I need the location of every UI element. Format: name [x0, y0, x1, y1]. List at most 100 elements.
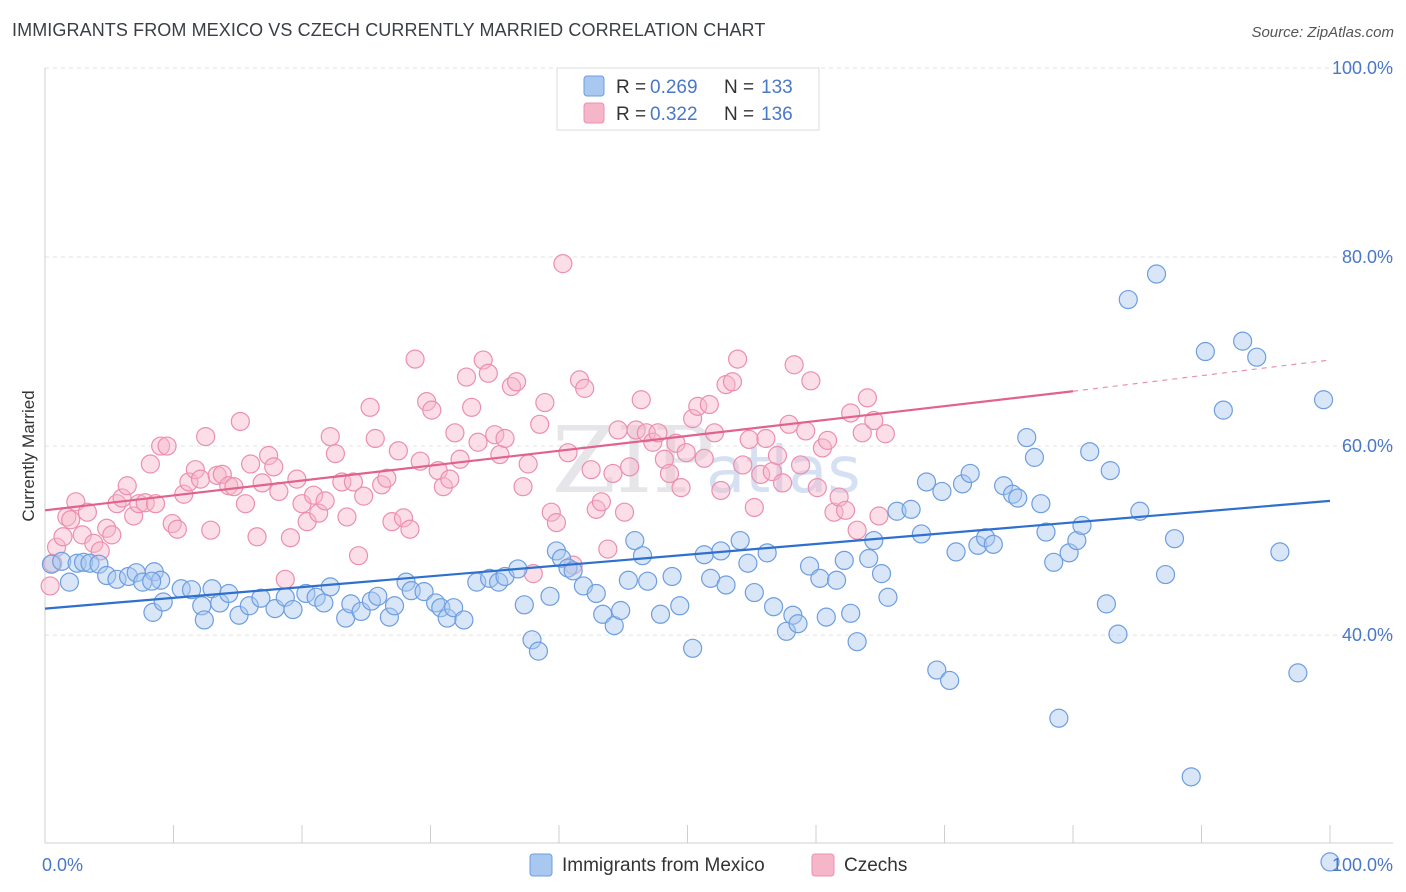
point-czechs-27 — [185, 460, 205, 480]
point-mexico-138 — [1288, 663, 1308, 683]
point-mexico-61 — [563, 561, 583, 581]
point-czechs-101 — [603, 463, 623, 484]
point-mexico-103 — [932, 481, 952, 502]
point-czechs-61 — [377, 468, 397, 488]
point-mexico-110 — [983, 534, 1003, 554]
point-czechs-9 — [84, 533, 104, 553]
point-czechs-104 — [620, 457, 640, 477]
point-czechs-122 — [722, 372, 743, 392]
y-tick-label-3: 100.0% — [1332, 58, 1393, 78]
watermark: ZIP atlas — [552, 407, 861, 514]
trend-lines — [44, 359, 1331, 610]
point-czechs-63 — [388, 441, 408, 461]
legend-n-value-mexico: 133 — [761, 77, 793, 98]
legend-n-label-czechs: N = — [724, 104, 754, 125]
point-czechs-118 — [699, 394, 719, 415]
point-czechs-73 — [445, 423, 465, 443]
point-mexico-121 — [1067, 530, 1087, 551]
point-mexico-117 — [1036, 522, 1056, 542]
legend-r-label-mexico: R = — [616, 77, 646, 98]
point-czechs-41 — [264, 457, 284, 477]
point-czechs-28 — [190, 469, 211, 489]
point-mexico-14 — [142, 571, 162, 591]
point-mexico-127 — [1118, 289, 1138, 310]
point-czechs-52 — [325, 444, 346, 464]
point-mexico-78 — [716, 575, 736, 595]
point-czechs-24 — [167, 519, 187, 539]
point-czechs-60 — [372, 475, 392, 495]
point-mexico-59 — [551, 548, 572, 569]
point-czechs-117 — [694, 448, 714, 468]
point-mexico-88 — [810, 568, 830, 588]
point-czechs-39 — [252, 473, 272, 493]
point-mexico-66 — [611, 600, 631, 621]
point-mexico-15 — [143, 602, 163, 622]
point-czechs-77 — [468, 432, 488, 452]
point-czechs-124 — [733, 455, 753, 475]
point-czechs-85 — [513, 477, 533, 497]
point-czechs-48 — [303, 485, 324, 505]
point-mexico-90 — [826, 570, 847, 590]
legend-box: R = 0.269 N = 133 R = 0.322 N = 136 — [556, 67, 820, 131]
point-czechs-36 — [235, 494, 256, 514]
point-czechs-81 — [490, 444, 510, 465]
point-czechs-72 — [440, 469, 460, 489]
point-mexico-7 — [97, 565, 117, 586]
point-mexico-79 — [730, 530, 750, 551]
point-czechs-59 — [365, 428, 385, 449]
point-czechs-3 — [53, 527, 73, 547]
point-mexico-106 — [952, 474, 973, 494]
point-mexico-33 — [320, 577, 340, 597]
bottom-legend: Immigrants from Mexico Czechs — [529, 853, 907, 877]
point-czechs-86 — [518, 454, 538, 474]
point-mexico-70 — [638, 571, 658, 591]
point-mexico-47 — [444, 598, 464, 618]
point-mexico-126 — [1108, 624, 1128, 644]
point-czechs-139 — [817, 430, 838, 450]
point-czechs-93 — [558, 443, 578, 463]
point-mexico-97 — [878, 587, 898, 607]
point-czechs-37 — [241, 454, 261, 474]
point-czechs-55 — [343, 472, 363, 492]
point-mexico-38 — [368, 586, 388, 606]
point-czechs-29 — [196, 426, 216, 447]
point-mexico-104 — [940, 670, 960, 691]
point-mexico-122 — [1072, 515, 1092, 536]
point-czechs-90 — [541, 502, 561, 522]
point-mexico-112 — [1003, 484, 1023, 504]
point-mexico-134 — [1213, 400, 1233, 420]
point-czechs-23 — [162, 513, 182, 534]
point-czechs-111 — [659, 463, 680, 484]
point-czechs-21 — [151, 436, 171, 456]
point-czechs-120 — [711, 480, 731, 501]
point-czechs-136 — [801, 371, 821, 391]
point-mexico-6 — [89, 554, 109, 574]
point-mexico-81 — [744, 582, 764, 603]
point-czechs-58 — [360, 397, 380, 417]
point-mexico-113 — [1008, 488, 1028, 508]
bottom-legend-swatch-czechs — [811, 853, 835, 877]
point-czechs-66 — [405, 349, 425, 369]
point-mexico-40 — [384, 596, 405, 616]
point-mexico-56 — [528, 641, 549, 661]
point-mexico-107 — [960, 463, 980, 484]
x-tick-label-min: 0.0% — [42, 855, 83, 875]
point-czechs-22 — [157, 436, 177, 456]
point-mexico-87 — [799, 556, 820, 576]
point-mexico-16 — [153, 592, 173, 612]
point-mexico-118 — [1044, 552, 1064, 572]
point-mexico-86 — [788, 614, 808, 634]
point-mexico-116 — [1031, 494, 1051, 514]
point-czechs-128 — [756, 428, 776, 449]
point-mexico-18 — [181, 580, 202, 600]
point-mexico-124 — [1096, 594, 1117, 614]
point-czechs-133 — [784, 355, 804, 375]
point-mexico-69 — [632, 546, 653, 566]
point-mexico-119 — [1049, 708, 1069, 728]
point-czechs-5 — [61, 510, 81, 530]
point-czechs-134 — [790, 455, 811, 475]
point-czechs-20 — [145, 494, 166, 514]
point-czechs-113 — [671, 478, 691, 498]
point-czechs-64 — [393, 508, 414, 528]
point-czechs-108 — [643, 432, 663, 452]
